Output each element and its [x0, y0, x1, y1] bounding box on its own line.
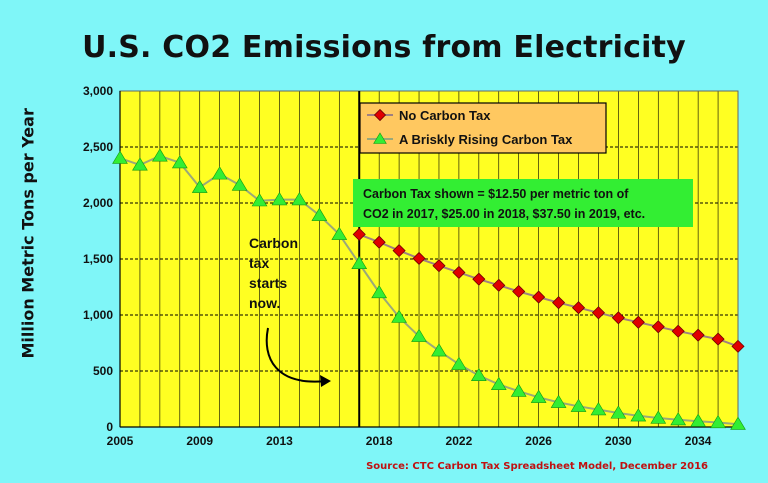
annotation-line: now.	[249, 295, 280, 311]
y-tick-label: 500	[93, 364, 113, 378]
y-tick-label: 1,000	[83, 308, 113, 322]
x-tick-label: 2018	[366, 434, 393, 448]
marker-no-carbon-tax	[691, 328, 705, 342]
marker-no-carbon-tax	[731, 339, 745, 353]
marker-carbon-tax	[351, 255, 368, 270]
marker-carbon-tax	[371, 285, 388, 299]
marker-carbon-tax	[271, 192, 288, 206]
chart-title: U.S. CO2 Emissions from Electricity	[82, 30, 686, 65]
annotation-arrow	[265, 327, 327, 383]
x-tick-label: 2026	[525, 434, 552, 448]
marker-no-carbon-tax	[492, 278, 506, 292]
marker-no-carbon-tax	[532, 290, 546, 304]
legend-label-no-carbon-tax: No Carbon Tax	[399, 108, 491, 123]
marker-no-carbon-tax	[671, 324, 685, 338]
marker-carbon-tax	[650, 410, 667, 424]
marker-no-carbon-tax	[552, 296, 566, 310]
marker-carbon-tax	[171, 155, 188, 169]
x-tick-label: 2009	[186, 434, 213, 448]
marker-carbon-tax	[550, 394, 567, 408]
marker-no-carbon-tax	[611, 311, 625, 325]
marker-no-carbon-tax	[392, 244, 406, 258]
marker-carbon-tax	[211, 166, 228, 180]
marker-no-carbon-tax	[591, 306, 606, 320]
marker-no-carbon-tax	[372, 235, 386, 249]
marker-carbon-tax	[191, 179, 208, 193]
marker-carbon-tax	[470, 367, 487, 382]
marker-carbon-tax	[291, 192, 308, 206]
y-tick-label: 1,500	[83, 252, 113, 266]
marker-carbon-tax	[490, 376, 507, 390]
marker-no-carbon-tax	[651, 320, 665, 334]
note-line: Carbon Tax shown = $12.50 per metric ton…	[363, 187, 629, 201]
marker-carbon-tax	[311, 207, 328, 221]
legend-box	[359, 102, 607, 154]
marker-no-carbon-tax	[432, 259, 446, 273]
marker-carbon-tax	[730, 416, 746, 430]
marker-carbon-tax	[670, 412, 687, 426]
marker-carbon-tax	[231, 177, 248, 191]
marker-no-carbon-tax	[631, 315, 645, 329]
marker-carbon-tax	[251, 193, 268, 207]
note-box	[353, 179, 693, 227]
marker-no-carbon-tax	[711, 332, 725, 346]
x-tick-label: 2034	[685, 434, 712, 448]
annotation-line: Carbon	[249, 235, 298, 251]
source-note: Source: CTC Carbon Tax Spreadsheet Model…	[366, 461, 708, 472]
marker-carbon-tax	[411, 328, 427, 342]
carbon-tax-note: Carbon Tax shown = $12.50 per metric ton…	[353, 179, 693, 227]
marker-carbon-tax	[570, 398, 587, 412]
legend-marker-no-carbon-tax	[373, 108, 387, 122]
marker-carbon-tax	[510, 383, 527, 397]
x-tick-label: 2022	[446, 434, 473, 448]
x-tick-label: 2030	[605, 434, 632, 448]
marker-carbon-tax	[431, 343, 447, 357]
marker-carbon-tax	[331, 226, 348, 240]
annotation-arrowhead	[320, 375, 331, 387]
marker-carbon-tax	[451, 356, 467, 370]
marker-carbon-tax	[132, 157, 148, 171]
marker-carbon-tax	[690, 413, 707, 427]
x-tick-label: 2005	[107, 434, 134, 448]
marker-carbon-tax	[590, 402, 607, 416]
marker-no-carbon-tax	[472, 272, 486, 286]
marker-no-carbon-tax	[412, 251, 426, 266]
carbon-tax-starts-annotation: Carbon tax starts now.	[249, 235, 331, 387]
marker-carbon-tax	[630, 408, 647, 422]
y-tick-label: 2,000	[83, 196, 113, 210]
legend-marker-carbon-tax	[373, 132, 387, 144]
legend: No Carbon Tax A Briskly Rising Carbon Tax	[359, 102, 607, 154]
annotation-line: starts	[249, 275, 287, 291]
marker-carbon-tax	[530, 389, 547, 403]
annotation-line: tax	[249, 255, 269, 271]
marker-carbon-tax	[151, 148, 168, 162]
legend-label-carbon-tax: A Briskly Rising Carbon Tax	[399, 132, 573, 147]
marker-carbon-tax	[710, 414, 726, 429]
marker-no-carbon-tax	[512, 284, 526, 299]
note-line: CO2 in 2017, $25.00 in 2018, $37.50 in 2…	[363, 207, 645, 221]
marker-carbon-tax	[610, 405, 627, 419]
marker-no-carbon-tax	[452, 265, 466, 280]
marker-no-carbon-tax	[352, 227, 366, 241]
y-tick-label: 2,500	[83, 140, 113, 154]
marker-carbon-tax	[112, 150, 128, 164]
marker-no-carbon-tax	[571, 301, 586, 315]
x-tick-label: 2013	[266, 434, 293, 448]
y-tick-label: 0	[106, 420, 113, 434]
y-tick-label: 3,000	[83, 84, 113, 98]
marker-carbon-tax	[391, 309, 407, 323]
